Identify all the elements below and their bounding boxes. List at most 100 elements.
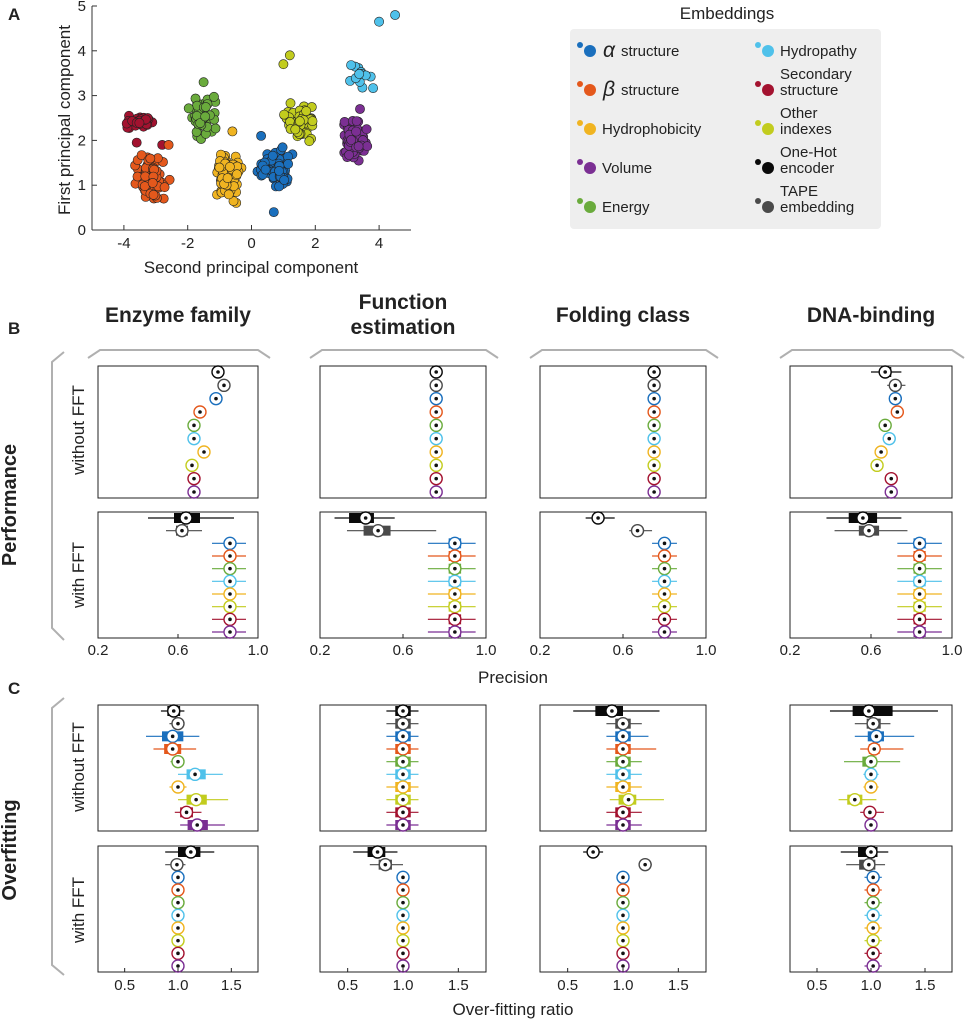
scatter-points — [121, 10, 400, 217]
legend-title: Embeddings — [680, 4, 775, 23]
scatter-point-other — [278, 59, 289, 70]
median-dot-alpha — [621, 734, 625, 739]
median-dot-secondary — [889, 476, 894, 481]
subrow-label-b-with: with FFT — [69, 542, 88, 609]
median-dot-volume — [621, 964, 625, 968]
scatter-point-hydrophobicity — [228, 196, 239, 206]
median-dot-beta — [434, 410, 439, 414]
median-dot-other — [621, 938, 625, 943]
median-dot-energy — [401, 900, 405, 905]
scatter-plot: -4 -2 0 2 4 0 1 2 3 4 5 Second principal component… — [55, 0, 411, 277]
xtick-label: 1.5 — [668, 977, 689, 994]
scatter-ticks: -4 -2 0 2 4 0 1 2 3 4 5 — [78, 0, 384, 252]
legend: Embeddings α structure β structure Hydrophob… — [570, 4, 881, 229]
legend-box — [570, 29, 881, 229]
median-dot-tape — [176, 721, 180, 726]
scatter-point-other — [307, 116, 318, 126]
panel-label-b: B — [8, 319, 20, 338]
median-dot-hydrophobicity — [202, 450, 206, 454]
legend-dot-small-volume — [577, 159, 583, 165]
xtick-label: 1.0 — [393, 977, 414, 994]
median-dot-alpha — [434, 396, 439, 401]
median-dot-other — [917, 604, 922, 609]
xtick-label: 0.6 — [393, 642, 414, 659]
median-dot-tape — [383, 862, 388, 867]
panel-label-a: A — [8, 5, 20, 24]
scatter-point-volume — [353, 141, 364, 152]
median-dot-secondary — [434, 476, 439, 481]
scatter-point-hydropathy — [374, 16, 384, 27]
legend-dot-small-other — [755, 120, 761, 126]
median-dot-tape — [222, 383, 226, 388]
median-dot-hydrophobicity — [434, 450, 439, 454]
legend-greek-beta: β — [602, 78, 615, 101]
median-dot-other — [176, 938, 180, 943]
median-dot-hydrophobicity — [869, 785, 873, 789]
scatter-point-volume — [361, 124, 372, 135]
legend-dot-small-hydropathy — [755, 42, 761, 48]
row-label-overfitting: Overfitting — [0, 799, 21, 900]
scatter-point-energy — [183, 103, 194, 114]
box-panel-b-3-with: 0.2 0.6 1.0 — [780, 511, 962, 659]
median-dot-energy — [192, 423, 196, 428]
median-dot-hydropathy — [871, 913, 875, 918]
median-dot-energy — [662, 566, 667, 571]
median-dot-energy — [453, 566, 457, 571]
legend-dot-small-alpha — [577, 42, 583, 48]
median-dot-other — [194, 797, 198, 802]
median-dot-onehot — [596, 516, 600, 520]
scatter-point-beta — [164, 174, 175, 185]
box-panel-c-0-with: 0.5 1.0 1.5 — [97, 845, 259, 994]
median-dot-beta — [621, 747, 625, 751]
scatter-point-volume — [362, 141, 373, 152]
median-dot-alpha — [228, 541, 232, 546]
xtick-label: 0.5 — [337, 977, 358, 994]
median-dot-hydrophobicity — [871, 926, 875, 930]
scatter-point-hydropathy — [390, 10, 400, 20]
median-dot-secondary — [401, 810, 405, 815]
scatter-point-other — [284, 50, 295, 61]
scatter-point-beta — [147, 177, 158, 188]
legend-dot-energy — [584, 201, 596, 213]
median-dot-tape — [401, 721, 405, 726]
column-title-3: DNA-binding — [807, 304, 935, 327]
median-dot-hydropathy — [176, 913, 180, 918]
median-dot-onehot — [883, 370, 887, 374]
median-dot-tape — [652, 383, 656, 388]
box-panel-c-2-with: 0.5 1.0 1.5 — [539, 845, 707, 994]
median-dot-alpha — [871, 875, 875, 880]
xtick-label: 0.6 — [613, 642, 634, 659]
median-dot-volume — [434, 490, 439, 494]
median-dot-energy — [917, 566, 922, 571]
legend-dot-tape — [762, 201, 774, 213]
scatter-point-beta — [163, 139, 174, 150]
scatter-point-other — [301, 106, 312, 116]
scatter-point-beta — [159, 182, 170, 193]
box-panel-c-0-without — [97, 704, 259, 832]
median-dot-volume — [889, 490, 894, 494]
legend-label-line: TAPE — [780, 183, 818, 200]
scatter-point-other — [279, 109, 289, 120]
scatter-xtick-label: 4 — [375, 235, 383, 252]
median-dot-secondary — [228, 617, 232, 622]
legend-dot-hydrophobicity — [584, 123, 596, 135]
median-dot-other — [871, 938, 875, 943]
legend-label-hydropathy: Hydropathy — [780, 43, 857, 60]
median-dot-energy — [883, 423, 887, 428]
median-dot-hydropathy — [193, 772, 197, 777]
median-dot-volume — [869, 823, 873, 827]
median-dot-volume — [195, 823, 199, 827]
median-dot-onehot — [216, 370, 220, 374]
box-panel-b-1-with: 0.2 0.6 1.0 — [310, 511, 496, 659]
scatter-xtick-label: -2 — [181, 235, 194, 252]
median-dot-hydropathy — [621, 772, 625, 777]
median-dot-volume — [401, 823, 405, 827]
column-bracket-0 — [87, 349, 271, 359]
median-dot-beta — [621, 888, 625, 892]
median-dot-beta — [895, 410, 900, 414]
column-bracket-3 — [779, 349, 965, 359]
median-dot-onehot — [401, 709, 405, 713]
median-dot-alpha — [453, 541, 457, 546]
median-dot-hydropathy — [869, 772, 873, 777]
legend-label-line: encoder — [780, 160, 834, 177]
